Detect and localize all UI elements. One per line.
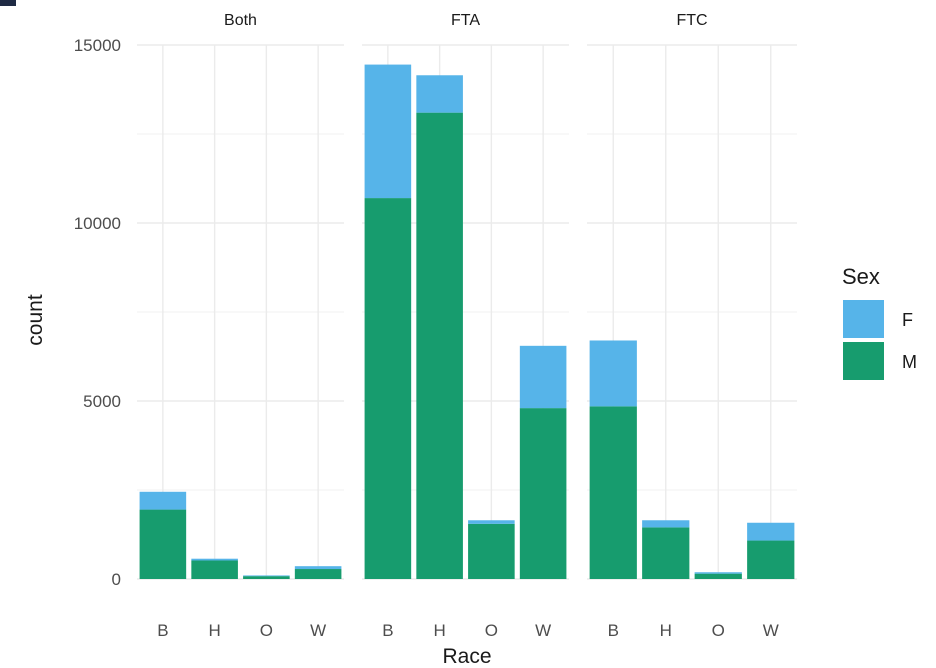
y-axis-title: count (24, 294, 47, 346)
bar-Both-O-F (243, 575, 290, 577)
bar-Both-B-F (139, 491, 187, 510)
bar-FTC-W-M (747, 540, 795, 579)
bar-FTC-W-F (747, 522, 795, 541)
y-tick-label: 5000 (83, 392, 121, 411)
x-tick-label: W (310, 621, 326, 640)
legend-label-F: F (902, 310, 913, 330)
bar-FTA-B-M (364, 198, 412, 579)
bar-FTA-W-M (519, 408, 567, 579)
corner-mark (0, 0, 16, 6)
bar-FTC-B-M (589, 406, 637, 579)
legend-swatch-M (843, 342, 884, 380)
bar-FTC-O-M (694, 573, 742, 579)
facet-title-Both: Both (224, 12, 257, 29)
x-tick-label: H (660, 621, 672, 640)
x-tick-label: B (157, 621, 168, 640)
bar-FTA-O-M (468, 523, 515, 579)
bar-Both-O-M (243, 576, 290, 579)
bar-FTA-H-F (416, 75, 463, 113)
bar-FTA-H-M (416, 112, 463, 579)
x-tick-label: H (433, 621, 445, 640)
y-tick-label: 15000 (74, 36, 121, 55)
bar-FTA-B-F (364, 64, 412, 199)
x-tick-label: B (382, 621, 393, 640)
bar-FTC-B-F (589, 340, 637, 407)
bar-FTC-H-F (642, 520, 690, 528)
bar-Both-H-F (191, 558, 238, 561)
facet-title-FTC: FTC (676, 12, 707, 29)
x-tick-label: W (535, 621, 551, 640)
legend-swatch-F (843, 300, 884, 338)
x-tick-label: O (712, 621, 725, 640)
bar-FTA-W-F (519, 345, 567, 409)
bar-Both-H-M (191, 560, 238, 579)
x-tick-label: W (763, 621, 779, 640)
bar-Both-W-F (294, 566, 342, 570)
x-tick-label: O (260, 621, 273, 640)
y-tick-label: 0 (112, 570, 121, 589)
bar-FTA-O-F (468, 520, 515, 524)
x-tick-label: B (608, 621, 619, 640)
bar-Both-B-M (139, 509, 187, 579)
x-tick-label: H (208, 621, 220, 640)
x-tick-label: O (485, 621, 498, 640)
y-tick-label: 10000 (74, 214, 121, 233)
facet-title-FTA: FTA (451, 12, 480, 29)
bar-FTC-H-M (642, 527, 690, 579)
bar-FTC-O-F (694, 572, 742, 574)
legend-label-M: M (902, 352, 917, 372)
x-axis-title: Race (442, 645, 491, 668)
bar-Both-W-M (294, 569, 342, 579)
legend-title: Sex (842, 264, 880, 289)
